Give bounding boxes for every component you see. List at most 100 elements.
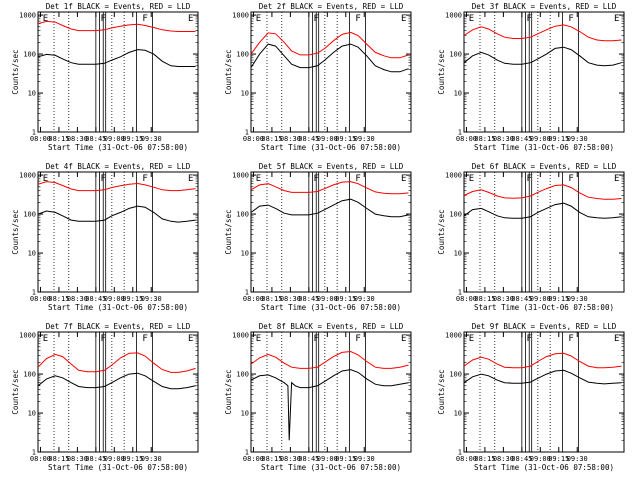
- x-tick-label: 08:45: [298, 135, 319, 143]
- y-tick-label: 1: [458, 289, 462, 297]
- y-axis-label: Counts/sec: [11, 369, 20, 414]
- interval-marker: F: [142, 174, 147, 184]
- y-axis-label: Counts/sec: [11, 209, 20, 254]
- x-tick-label: 09:30: [567, 455, 588, 463]
- plot-frame: [250, 331, 412, 453]
- series-line-events: [250, 369, 409, 441]
- x-tick-label: 08:15: [474, 295, 495, 303]
- series-line-events: [463, 202, 622, 219]
- y-tick-label: 1: [245, 449, 249, 457]
- y-axis-label: Counts/sec: [224, 49, 233, 94]
- y-tick-label: 1000: [232, 12, 249, 20]
- y-tick-label: 1: [458, 129, 462, 137]
- x-axis-label: Start Time (31-Oct-06 07:58:00): [261, 143, 401, 152]
- y-tick-label: 1: [32, 449, 36, 457]
- x-tick-label: 09:30: [354, 295, 375, 303]
- x-tick-label: 09:30: [354, 135, 375, 143]
- x-axis-label: Start Time (31-Oct-06 07:58:00): [474, 303, 614, 312]
- panel-title: Det 5f BLACK = Events, RED = LLD: [259, 162, 404, 171]
- y-tick-label: 1: [32, 289, 36, 297]
- panel-1f: Det 1f BLACK = Events, RED = LLD E F F E 1 10 1…: [11, 2, 199, 152]
- panel-5f: Det 5f BLACK = Events, RED = LLD E F F E 1 10 1…: [224, 162, 412, 312]
- plot-frame: [463, 331, 625, 453]
- x-axis-label: Start Time (31-Oct-06 07:58:00): [261, 463, 401, 472]
- x-tick-label: 08:30: [493, 295, 514, 303]
- series-line-events: [250, 43, 409, 73]
- y-tick-label: 100: [23, 51, 36, 59]
- panel-9f: Det 9f BLACK = Events, RED = LLD E F F E 1 10 1…: [437, 322, 625, 472]
- x-tick-label: 08:00: [243, 455, 264, 463]
- x-axis-label: Start Time (31-Oct-06 07:58:00): [474, 143, 614, 152]
- series-line-lld: [250, 181, 409, 195]
- interval-marker: F: [568, 334, 573, 344]
- panel-title: Det 6f BLACK = Events, RED = LLD: [472, 162, 617, 171]
- x-tick-label: 08:45: [298, 455, 319, 463]
- plot-frame: [250, 171, 412, 293]
- x-tick-label: 08:00: [30, 455, 51, 463]
- series-line-events: [250, 198, 409, 218]
- x-tick-label: 08:45: [85, 135, 106, 143]
- interval-marker: F: [142, 14, 147, 24]
- series-line-lld: [37, 181, 196, 192]
- y-tick-label: 100: [236, 211, 249, 219]
- x-tick-label: 08:15: [261, 295, 282, 303]
- x-tick-label: 09:15: [548, 135, 569, 143]
- x-tick-label: 08:00: [456, 135, 477, 143]
- series-line-lld: [250, 350, 409, 369]
- series-line-lld: [37, 20, 196, 32]
- interval-marker: F: [314, 174, 319, 184]
- y-tick-label: 10: [241, 410, 249, 418]
- x-tick-label: 08:30: [67, 455, 88, 463]
- x-tick-label: 08:15: [474, 135, 495, 143]
- y-tick-label: 1000: [19, 172, 36, 180]
- interval-marker: F: [355, 14, 360, 24]
- x-tick-label: 08:45: [511, 135, 532, 143]
- interval-marker: F: [314, 334, 319, 344]
- x-tick-label: 09:15: [548, 295, 569, 303]
- x-tick-label: 09:30: [141, 135, 162, 143]
- x-tick-label: 08:15: [48, 135, 69, 143]
- x-tick-label: 09:15: [548, 455, 569, 463]
- panel-title: Det 9f BLACK = Events, RED = LLD: [472, 322, 617, 331]
- x-tick-label: 09:15: [122, 135, 143, 143]
- panel-title: Det 8f BLACK = Events, RED = LLD: [259, 322, 404, 331]
- x-tick-label: 09:15: [122, 295, 143, 303]
- x-tick-label: 09:15: [335, 455, 356, 463]
- x-tick-label: 08:45: [298, 295, 319, 303]
- x-tick-label: 09:30: [141, 455, 162, 463]
- y-axis-label: Counts/sec: [224, 369, 233, 414]
- x-tick-label: 08:00: [243, 135, 264, 143]
- x-tick-label: 08:45: [85, 455, 106, 463]
- x-tick-label: 08:00: [30, 135, 51, 143]
- y-tick-label: 1000: [19, 332, 36, 340]
- y-tick-label: 1: [458, 449, 462, 457]
- series-line-events: [37, 372, 196, 390]
- x-tick-label: 09:00: [104, 295, 125, 303]
- interval-marker: E: [43, 174, 48, 184]
- y-tick-label: 10: [28, 410, 36, 418]
- y-tick-label: 1: [245, 129, 249, 137]
- interval-marker: E: [188, 174, 193, 184]
- panel-title: Det 4f BLACK = Events, RED = LLD: [46, 162, 191, 171]
- panel-title: Det 2f BLACK = Events, RED = LLD: [259, 2, 404, 11]
- x-tick-label: 08:15: [261, 455, 282, 463]
- y-tick-label: 10: [454, 410, 462, 418]
- x-tick-label: 08:00: [30, 295, 51, 303]
- x-axis-label: Start Time (31-Oct-06 07:58:00): [48, 303, 188, 312]
- y-tick-label: 100: [236, 371, 249, 379]
- y-tick-label: 10: [28, 90, 36, 98]
- interval-marker: E: [188, 334, 193, 344]
- interval-marker: F: [527, 334, 532, 344]
- x-tick-label: 08:15: [48, 455, 69, 463]
- series-line-events: [37, 205, 196, 223]
- y-tick-label: 1000: [19, 12, 36, 20]
- y-tick-label: 10: [28, 250, 36, 258]
- x-tick-label: 08:45: [85, 295, 106, 303]
- x-tick-label: 09:15: [122, 455, 143, 463]
- interval-marker: F: [142, 334, 147, 344]
- panel-title: Det 7f BLACK = Events, RED = LLD: [46, 322, 191, 331]
- interval-marker: E: [401, 14, 406, 24]
- interval-marker: E: [614, 14, 619, 24]
- y-tick-label: 1000: [232, 172, 249, 180]
- interval-marker: E: [256, 14, 261, 24]
